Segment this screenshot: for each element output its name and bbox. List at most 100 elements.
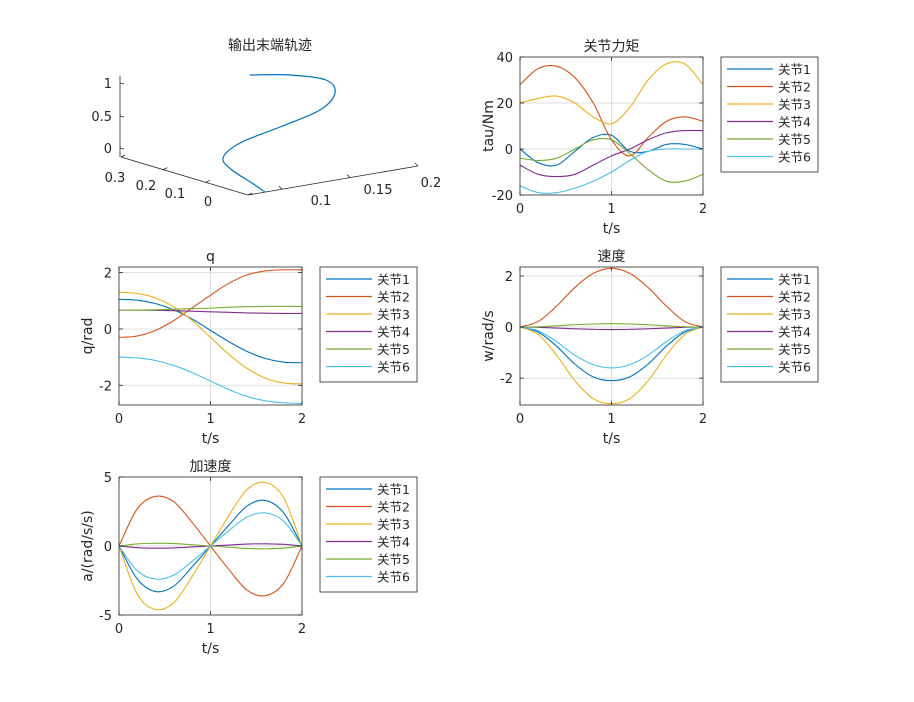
x-tick-label: 1	[607, 202, 615, 217]
legend-label: 关节3	[377, 517, 410, 532]
y-tick-label: 0	[204, 195, 212, 210]
trajectory-line	[222, 74, 336, 193]
subplot-acceleration: 0 1 2-505加速度t/sa/(rad/s/s)关节1关节2关节3关节4关节5关…	[80, 459, 418, 657]
legend-box	[319, 266, 418, 383]
x-tick-label: 1	[206, 622, 214, 637]
series-line-3	[119, 291, 302, 385]
subplot-title: q	[206, 249, 215, 265]
legend-label: 关节6	[778, 150, 811, 165]
legend-label: 关节1	[778, 62, 811, 77]
series-line-6	[520, 148, 703, 194]
subplot-title: 加速度	[190, 459, 232, 475]
x-tick-label: 0	[115, 412, 123, 427]
series-line-2	[119, 269, 302, 338]
y-tick-label: -5	[99, 609, 112, 624]
x-tick-label: 0.1	[311, 194, 332, 209]
series-line-6	[520, 326, 703, 369]
legend-box	[720, 56, 819, 173]
legend-label: 关节2	[377, 500, 410, 515]
legend-label: 关节2	[778, 80, 811, 95]
subplot-end-trajectory: 0.1 0.15 0.2 0.3 0.2 0.1 0 1 0.5 0 输出末端轨迹	[91, 38, 441, 210]
y-tick-label: -2	[99, 379, 112, 394]
y-tick-label: 0.2	[136, 179, 157, 194]
x-axis-line	[247, 165, 419, 196]
subplot-velocity: 0 1 2 -2 0 2 速度 t/s w/rad/s 关节1 关节2 关节3 关节4 关节5 关节6	[481, 249, 819, 447]
legend-label: 关节1	[377, 272, 410, 287]
legend-label: 关节6	[377, 570, 410, 585]
y-axis-label: w/rad/s	[481, 310, 497, 361]
y-tick-label: 5	[104, 471, 112, 486]
z-tick-label: 0	[104, 142, 112, 157]
x-axis-label: t/s	[603, 431, 621, 447]
x-tick-label: 2	[699, 412, 707, 427]
legend-label: 关节5	[778, 342, 811, 357]
x-tick-mark	[414, 162, 419, 167]
x-tick-label: 0	[516, 412, 524, 427]
x-tick-label: 1	[607, 412, 615, 427]
legend-label: 关节2	[377, 290, 410, 305]
legend-box	[319, 476, 418, 593]
y-tick-mark	[120, 154, 126, 158]
y-tick-label: 2	[505, 270, 513, 285]
legend-label: 关节2	[778, 290, 811, 305]
x-axis-label: t/s	[202, 431, 220, 447]
series-line-4	[520, 129, 703, 178]
x-tick-label: 0	[115, 622, 123, 637]
y-axis-line	[120, 156, 249, 196]
legend: 关节1 关节2 关节3 关节4 关节5 关节6	[319, 266, 418, 383]
legend: 关节1 关节2 关节3 关节4 关节5 关节6	[319, 476, 418, 593]
series-line-5	[520, 137, 703, 183]
series-line-6	[119, 512, 302, 580]
subplot-title: 速度	[598, 249, 626, 265]
x-tick-label: 2	[298, 622, 306, 637]
z-tick-label: 1	[104, 77, 112, 92]
series-line-5	[119, 305, 302, 311]
subplot-q: 0 1 2 -2 0 2 q t/s q/rad 关节1 关节2 关节3 关节4 关节5 关节6	[80, 249, 418, 447]
series-line-1	[520, 133, 703, 167]
y-tick-label: 0	[505, 143, 513, 158]
z-tick-mark	[119, 82, 125, 85]
y-tick-mark	[163, 167, 168, 171]
legend-label: 关节5	[778, 132, 811, 147]
y-tick-label: 0	[104, 323, 112, 338]
x-tick-label: 2	[699, 202, 707, 217]
subplot-title: 输出末端轨迹	[228, 38, 312, 54]
x-tick-label: 2	[298, 412, 306, 427]
y-tick-label: 2	[104, 267, 112, 282]
y-tick-label: -2	[500, 372, 513, 387]
series-line-1	[119, 298, 302, 364]
y-tick-mark	[205, 179, 210, 183]
y-tick-label: 0	[104, 540, 112, 555]
series-line-5	[520, 323, 703, 328]
legend-label: 关节6	[377, 360, 410, 375]
z-tick-label: 0.5	[91, 110, 112, 125]
series-line-6	[119, 356, 302, 405]
x-tick-label: 0.15	[364, 183, 393, 198]
series-line-3	[520, 61, 703, 125]
z-tick-mark	[119, 115, 125, 118]
z-tick-mark	[119, 147, 125, 150]
legend-label: 关节1	[778, 272, 811, 287]
x-tick-label: 0	[516, 202, 524, 217]
legend-label: 关节5	[377, 342, 410, 357]
y-tick-label: 0	[505, 321, 513, 336]
subplot-joint-torque: 0 1 2-2002040关节力矩t/stau/Nm关节1关节2关节3关节4关节5关…	[481, 39, 819, 237]
y-tick-label: 20	[496, 97, 513, 112]
x-tick-label: 0.2	[421, 176, 442, 191]
legend: 关节1 关节2 关节3 关节4 关节5 关节6	[720, 266, 819, 383]
x-tick-label: 1	[206, 412, 214, 427]
legend-label: 关节4	[778, 115, 811, 130]
subplot-title: 关节力矩	[584, 39, 640, 55]
legend-label: 关节1	[377, 482, 410, 497]
legend-label: 关节3	[778, 307, 811, 322]
legend-label: 关节5	[377, 552, 410, 567]
legend-label: 关节4	[377, 535, 410, 550]
y-tick-label: 40	[496, 51, 513, 66]
y-axis-label: a/(rad/s/s)	[80, 510, 96, 581]
y-axis-label: q/rad	[80, 318, 96, 355]
y-tick-label: 0.3	[105, 171, 126, 186]
x-axis-label: t/s	[603, 221, 621, 237]
y-tick-label: -20	[492, 189, 513, 204]
legend-label: 关节4	[778, 325, 811, 340]
